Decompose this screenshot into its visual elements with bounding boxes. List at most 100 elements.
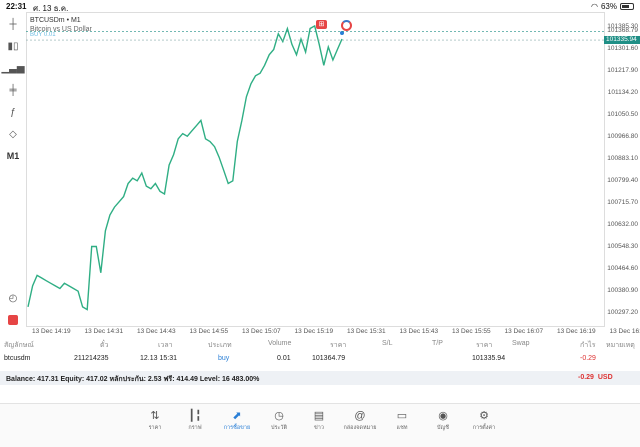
y-tick-label: 100297.20 <box>607 308 638 316</box>
y-tick-label: 100715.70 <box>607 198 638 206</box>
nav-history[interactable]: ◷ ประวัติ <box>259 409 299 432</box>
symbol-info: BTCUSDm • M1 Bitcoin vs US Dollar BUY 0.… <box>30 17 92 38</box>
nav-label: กราฟ <box>188 425 202 431</box>
nav-label: การตั้งค่า <box>472 425 496 431</box>
y-tick-label: 100464.60 <box>607 264 638 272</box>
row-type: buy <box>218 355 230 362</box>
y-tick-label: 100380.90 <box>607 286 638 294</box>
y-tick-label: 101050.50 <box>607 111 638 119</box>
price-axis: 101385.30 101368.79 101335.94 101301.60 1012… <box>604 12 640 337</box>
col-type: ประเภท <box>208 342 232 349</box>
row-price: 101364.79 <box>312 355 346 362</box>
x-tick-label: 13 Dec 15:07 <box>242 328 281 335</box>
at-icon: @ <box>354 410 366 422</box>
news-icon: ▤ <box>313 410 325 422</box>
nav-quotes[interactable]: ⇅ ราคา <box>135 409 175 432</box>
nav-trade[interactable]: ⬈ การซื้อขาย <box>217 409 257 432</box>
y-tick-label: 101368.79 <box>607 27 638 35</box>
y-tick-label: 101134.20 <box>607 89 638 97</box>
nav-settings[interactable]: ⚙ การตั้งค่า <box>464 409 504 432</box>
chat-icon: ▭ <box>396 410 408 422</box>
col-swap: Swap <box>512 340 530 347</box>
wifi-icon: ◠ <box>591 2 598 11</box>
nav-label: กล่องจดหมาย <box>343 425 377 431</box>
objects-icon[interactable]: ◇ <box>9 128 17 140</box>
symbol-name: BTCUSDm <box>30 17 65 24</box>
nav-news[interactable]: ▤ ข่าว <box>299 409 339 432</box>
balance-bar: Balance: 417.31 Equity: 417.02 หลักประกั… <box>0 371 640 385</box>
x-tick-label: 13 Dec 14:19 <box>32 328 71 335</box>
col-tp: T/P <box>432 340 443 347</box>
y-tick-label: 100548.30 <box>607 242 638 250</box>
x-tick-label: 13 Dec 14:55 <box>189 328 229 335</box>
col-profit: กำไร <box>580 342 596 349</box>
row-time: 12.13 15:31 <box>140 355 177 362</box>
status-right: ◠ 63% <box>591 2 634 11</box>
col-current: ราคา <box>476 342 493 349</box>
bar-chart-icon[interactable]: ▁▃▅ <box>1 62 25 74</box>
y-tick-label: 101217.90 <box>607 67 638 75</box>
status-time: 22:31 <box>6 2 27 11</box>
one-click-button[interactable]: ⊞ <box>316 20 327 29</box>
indicators-icon[interactable]: ╪ <box>9 84 17 96</box>
bid-price-tag: 101335.94 <box>604 36 640 45</box>
x-tick-label: 13 Dec 16:31 <box>609 328 640 335</box>
nav-mailbox[interactable]: @ กล่องจดหมาย <box>340 409 380 432</box>
bottom-nav: ⇅ ราคา ┃╏ กราฟ ⬈ การซื้อขาย ◷ ประวัติ ▤ ข่าว … <box>0 403 640 447</box>
depth-of-market-icon[interactable] <box>341 20 352 31</box>
price-chart[interactable] <box>26 12 640 337</box>
battery-percent: 63% <box>600 2 617 11</box>
symbol-description: Bitcoin vs US Dollar <box>30 26 92 33</box>
x-tick-label: 13 Dec 15:55 <box>452 328 491 335</box>
one-click-trade-icon[interactable] <box>4 312 22 328</box>
row-volume: 0.01 <box>277 355 291 362</box>
nav-label: บัญชี <box>437 425 449 431</box>
col-time: เวลา <box>158 342 173 349</box>
one-click-panel: ⊞ <box>316 20 352 31</box>
currency: USD <box>597 374 613 381</box>
nav-label: ข่าว <box>314 425 324 431</box>
y-tick-label: 100966.80 <box>607 133 638 141</box>
symbol-timeframe: M1 <box>70 17 81 24</box>
row-ticket: 211214235 <box>74 355 109 362</box>
y-tick-label: 100799.40 <box>607 177 638 184</box>
x-tick-label: 13 Dec 15:31 <box>347 328 386 335</box>
total-profit: -0.29 USD <box>578 374 613 381</box>
nav-account[interactable]: ◉ บัญชี <box>423 409 463 432</box>
history-icon: ◷ <box>274 410 284 422</box>
candle-type-icon[interactable]: ▮▯ <box>7 40 19 52</box>
col-symbol: สัญลักษณ์ <box>4 342 34 349</box>
time-axis: 13 Dec 14:19 13 Dec 14:31 13 Dec 14:43 13 D… <box>26 328 640 338</box>
y-tick-label: 100883.10 <box>607 155 638 163</box>
balance-text: Balance: 417.31 Equity: 417.02 หลักประกั… <box>6 376 260 383</box>
candles-icon: ┃╏ <box>188 410 202 422</box>
status-date: ศ. 13 ธ.ค. <box>33 4 69 13</box>
x-tick-label: 13 Dec 14:31 <box>84 328 124 335</box>
y-tick-label: 100632.00 <box>607 220 638 228</box>
gear-icon: ⚙ <box>479 410 489 422</box>
y-tick-label: 101301.60 <box>607 45 638 53</box>
chart-area[interactable]: BTCUSDm • M1 Bitcoin vs US Dollar BUY 0.… <box>26 12 640 337</box>
row-profit: -0.29 <box>580 355 596 362</box>
price-line <box>27 24 343 311</box>
nav-chat[interactable]: ▭ แชท <box>382 409 422 432</box>
timeframe-button[interactable]: M1 <box>6 151 20 161</box>
col-ticket: ตั๋ว <box>100 342 109 349</box>
x-tick-label: 13 Dec 15:19 <box>294 328 334 335</box>
last-price-marker <box>340 31 344 36</box>
trade-table-header: สัญลักษณ์ ตั๋ว เวลา ประเภท Volume ราคา S… <box>0 340 640 353</box>
col-comment: หมายเหตุ <box>606 342 635 349</box>
function-icon[interactable]: ƒ <box>10 106 16 118</box>
nav-label: ราคา <box>148 425 162 431</box>
trade-clock-icon[interactable]: ◴ <box>8 292 18 304</box>
trend-icon: ⬈ <box>232 410 242 422</box>
x-tick-label: 13 Dec 16:19 <box>557 328 596 335</box>
nav-chart[interactable]: ┃╏ กราฟ <box>175 409 215 432</box>
col-sl: S/L <box>382 340 393 347</box>
nav-label: ประวัติ <box>270 425 288 431</box>
x-tick-label: 13 Dec 14:43 <box>137 328 176 335</box>
crosshair-icon[interactable]: ┼ <box>9 18 17 30</box>
table-row[interactable]: btcusdm 211214235 12.13 15:31 buy 0.01 1… <box>0 355 640 368</box>
total-profit-value: -0.29 <box>578 374 594 381</box>
x-tick-label: 13 Dec 15:43 <box>399 328 439 335</box>
